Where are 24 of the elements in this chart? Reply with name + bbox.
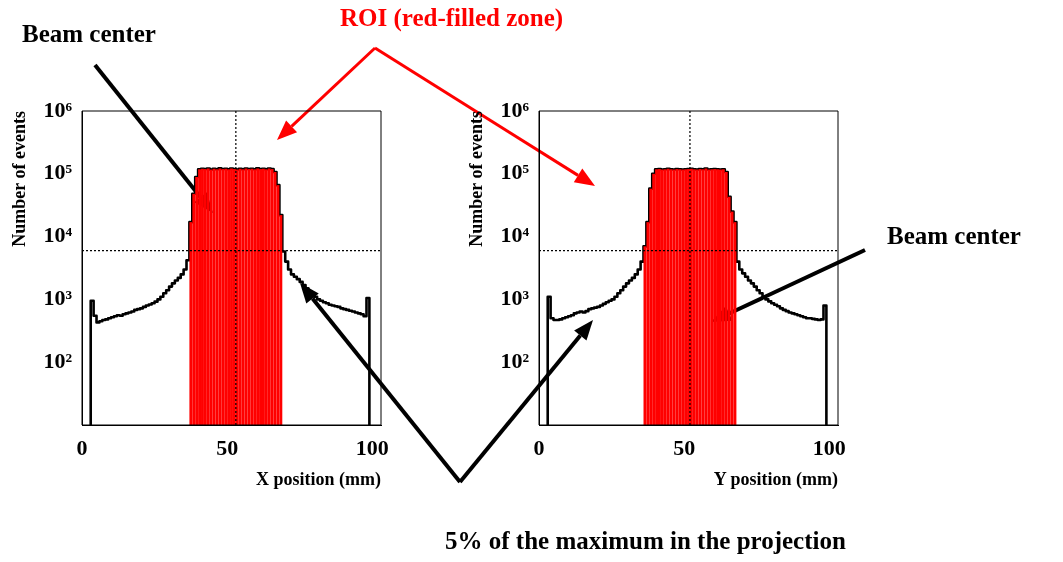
x-axis-title: X position (mm) — [256, 468, 381, 490]
y-tick-label: 10⁵ — [500, 159, 530, 185]
y-tick-label: 10⁶ — [43, 96, 73, 122]
text: ROI (red-filled zone) — [340, 4, 564, 32]
y-tick-label: 10⁶ — [500, 96, 530, 122]
y-tick-label: 10³ — [43, 285, 73, 311]
x-tick-label: 50 — [216, 434, 239, 460]
x-tick-label: 100 — [812, 434, 846, 460]
y-tick-label: 10² — [500, 347, 530, 373]
x-tick-label: 50 — [673, 434, 696, 460]
x-axis-title: Y position (mm) — [713, 468, 838, 490]
y-tick-label: 10⁴ — [500, 222, 530, 248]
x-tick-label: 0 — [533, 434, 545, 460]
x-tick-label: 0 — [76, 434, 88, 460]
x-tick-label: 100 — [355, 434, 389, 460]
text: 5% of the maximum in the projection — [445, 527, 846, 555]
text: Beam center — [887, 222, 1021, 250]
y-tick-label: 10² — [43, 347, 73, 373]
y-tick-label: 10⁴ — [43, 222, 73, 248]
y-tick-label: 10⁵ — [43, 159, 73, 185]
text: Beam center — [22, 20, 156, 48]
y-axis-title: Number of events — [9, 111, 30, 247]
y-axis-title: Number of events — [466, 111, 487, 247]
y-tick-label: 10³ — [500, 285, 530, 311]
